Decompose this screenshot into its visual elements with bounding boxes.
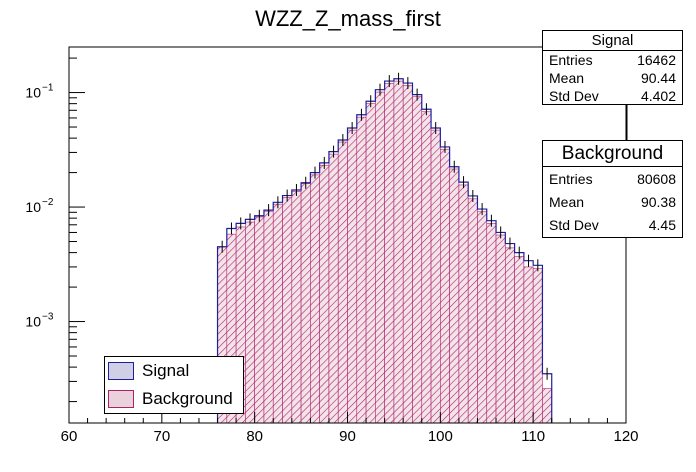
- stats-value: 16462: [637, 52, 676, 68]
- x-tick-label: 120: [613, 428, 638, 445]
- histogram-bar-hatch: [402, 85, 413, 424]
- x-tick-label: 70: [153, 428, 170, 445]
- histogram-bar-hatch: [523, 266, 534, 424]
- histogram-bar-hatch: [393, 80, 404, 424]
- stats-title-signal: Signal: [543, 31, 682, 51]
- histogram-bar-hatch: [430, 129, 441, 424]
- legend-label: Signal: [142, 361, 190, 380]
- histogram-bar-hatch: [282, 197, 293, 424]
- histogram-bar-hatch: [412, 96, 423, 424]
- stats-value: 90.44: [640, 70, 676, 86]
- histogram-bar-hatch: [272, 203, 283, 424]
- histogram-bar-hatch: [421, 111, 432, 424]
- histogram-bar-hatch: [347, 129, 358, 424]
- histogram-bar-hatch: [449, 168, 460, 424]
- histogram-bar-hatch: [365, 103, 376, 424]
- legend-swatch-signal: [108, 362, 134, 380]
- signal-series: [216, 72, 553, 423]
- histogram-bar-hatch: [514, 256, 525, 424]
- histogram-bar-hatch: [467, 198, 478, 424]
- histogram-bar-hatch: [495, 234, 506, 424]
- histogram-bar-hatch: [532, 268, 543, 424]
- y-tick-exponent: −2: [42, 197, 54, 208]
- histogram-bar-hatch: [384, 83, 395, 424]
- histogram-bar-hatch: [337, 141, 348, 424]
- histogram-bar-hatch: [263, 210, 274, 424]
- y-tick-label: 10: [25, 85, 41, 101]
- histogram-bar-hatch: [328, 153, 339, 424]
- stats-row: Std Dev 4.402: [543, 87, 682, 105]
- histogram-bars: [217, 80, 553, 424]
- stats-value: 90.38: [640, 193, 676, 210]
- histogram-bar-hatch: [375, 91, 385, 424]
- stats-label: Mean: [549, 193, 585, 210]
- histogram-bar-hatch: [440, 148, 450, 424]
- histogram-bar-hatch: [310, 174, 320, 424]
- stats-row: Mean 90.44: [543, 69, 682, 87]
- histogram-bar-hatch: [477, 211, 488, 424]
- histogram-bar-hatch: [300, 183, 311, 424]
- x-tick-label: 80: [246, 428, 263, 445]
- stats-value: 4.45: [648, 216, 676, 233]
- y-tick-label: 10: [25, 314, 41, 330]
- stats-title-background: Background: [543, 141, 682, 167]
- histogram-bar-hatch: [356, 116, 367, 424]
- stats-box-signal: Signal Entries 16462 Mean 90.44 Std Dev …: [542, 30, 683, 105]
- legend-swatch-background: [108, 390, 134, 408]
- y-tick-exponent: −3: [42, 312, 54, 323]
- histogram-bar-hatch: [291, 191, 302, 424]
- stats-label: Std Dev: [549, 88, 599, 104]
- x-tick-label: 100: [428, 428, 453, 445]
- histogram-bar-hatch: [254, 216, 265, 424]
- x-tick-label: 90: [339, 428, 356, 445]
- stats-label: Entries: [549, 52, 593, 68]
- histogram-bar-hatch: [486, 223, 497, 424]
- legend: Signal Background: [104, 356, 244, 414]
- stats-row: Entries 16462: [543, 51, 682, 69]
- stats-label: Entries: [549, 170, 593, 187]
- legend-item-signal: Signal: [105, 357, 243, 385]
- histogram-bar-hatch: [542, 388, 553, 424]
- chart-title: WZZ_Z_mass_first: [255, 6, 441, 31]
- histogram-bar-hatch: [245, 221, 255, 424]
- histogram-bar-hatch: [505, 247, 515, 424]
- histogram-bar-hatch: [319, 164, 330, 424]
- stats-value: 80608: [637, 170, 676, 187]
- stats-row: Mean 90.38: [543, 190, 682, 213]
- stats-value: 4.402: [640, 88, 676, 104]
- y-tick-exponent: −1: [42, 83, 54, 94]
- x-tick-label: 110: [521, 428, 545, 445]
- signal-line: [216, 78, 553, 423]
- legend-item-background: Background: [105, 385, 243, 413]
- stats-row: Std Dev 4.45: [543, 213, 682, 236]
- histogram-bar-hatch: [458, 184, 469, 424]
- x-tick-label: 60: [61, 428, 78, 445]
- stats-label: Mean: [549, 70, 585, 86]
- stats-label: Std Dev: [549, 216, 599, 233]
- legend-label: Background: [142, 389, 233, 408]
- y-axis: 10−110−210−3: [25, 57, 85, 403]
- stats-row: Entries 80608: [543, 167, 682, 190]
- stats-box-background: Background Entries 80608 Mean 90.38 Std …: [542, 140, 683, 238]
- y-tick-label: 10: [25, 199, 41, 215]
